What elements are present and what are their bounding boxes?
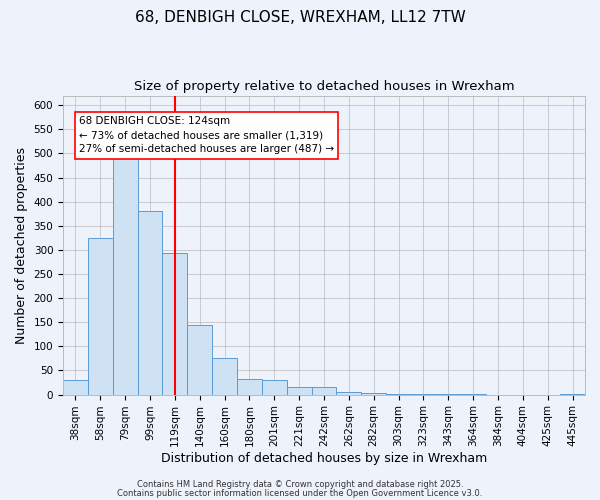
Bar [137,212,163,394]
Bar [163,254,187,394]
Bar [337,392,361,394]
Text: 68, DENBIGH CLOSE, WREXHAM, LL12 7TW: 68, DENBIGH CLOSE, WREXHAM, LL12 7TW [134,10,466,25]
Bar [88,238,113,394]
Text: Contains HM Land Registry data © Crown copyright and database right 2025.: Contains HM Land Registry data © Crown c… [137,480,463,489]
Bar [311,388,337,394]
Bar [361,393,386,394]
Y-axis label: Number of detached properties: Number of detached properties [15,146,28,344]
Bar [262,380,287,394]
Text: Contains public sector information licensed under the Open Government Licence v3: Contains public sector information licen… [118,489,482,498]
Bar [237,379,262,394]
Text: 68 DENBIGH CLOSE: 124sqm
← 73% of detached houses are smaller (1,319)
27% of sem: 68 DENBIGH CLOSE: 124sqm ← 73% of detach… [79,116,334,154]
Title: Size of property relative to detached houses in Wrexham: Size of property relative to detached ho… [134,80,514,93]
Bar [187,324,212,394]
Bar [63,380,88,394]
X-axis label: Distribution of detached houses by size in Wrexham: Distribution of detached houses by size … [161,452,487,465]
Bar [113,158,137,394]
Bar [212,358,237,394]
Bar [287,388,311,394]
